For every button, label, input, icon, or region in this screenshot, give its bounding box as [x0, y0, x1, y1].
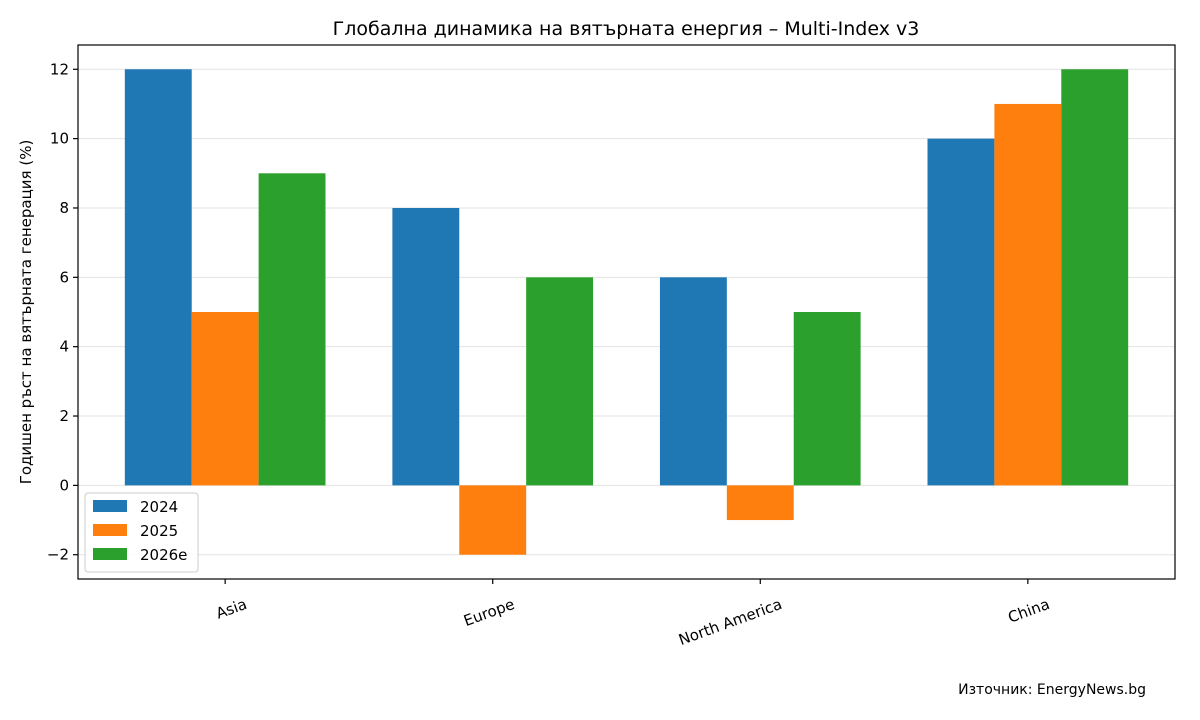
x-tick-label: Asia [214, 595, 250, 623]
y-axis-label: Годишен ръст на вятърната генерация (%) [17, 140, 35, 485]
y-tick-label: 6 [59, 268, 69, 286]
bar-2024-china [927, 138, 995, 486]
y-tick-label: 10 [50, 130, 69, 148]
y-tick-label: 2 [59, 407, 69, 425]
bar-2024-north-america [659, 277, 727, 486]
bar-2026e-asia [258, 173, 326, 486]
bars-layer [124, 69, 1129, 555]
y-tick-label: 4 [59, 338, 69, 356]
bar-2026e-europe [526, 277, 594, 486]
plot-frame [77, 44, 1176, 580]
bar-2024-europe [392, 207, 460, 486]
legend-label-2024: 2024 [140, 498, 178, 516]
bar-2025-asia [191, 312, 259, 486]
x-tick-label: North America [676, 595, 784, 649]
chart-title: Глобална динамика на вятърната енергия –… [333, 18, 920, 40]
y-axis: −2 0 2 4 6 8 10 12 [47, 60, 78, 564]
bar-2026e-north-america [793, 312, 861, 486]
x-tick-label: Europe [461, 595, 517, 630]
legend-swatch-2025 [93, 524, 127, 536]
bar-2025-china [994, 103, 1062, 486]
y-tick-label: 0 [59, 476, 69, 494]
bar-2024-asia [124, 69, 192, 486]
x-axis: Asia Europe North America China [214, 579, 1052, 649]
legend-label-2026e: 2026e [140, 546, 187, 564]
legend-swatch-2024 [93, 500, 127, 512]
legend-swatch-2026e [93, 548, 127, 560]
legend-label-2025: 2025 [140, 522, 178, 540]
y-tick-label: 12 [50, 60, 69, 78]
legend: 2024 2025 2026e [84, 492, 199, 573]
x-tick-label: China [1006, 595, 1052, 627]
bar-2026e-china [1061, 69, 1129, 486]
bar-2025-north-america [726, 485, 794, 521]
y-tick-label: 8 [59, 199, 69, 217]
y-tick-label: −2 [47, 546, 69, 564]
bar-2025-europe [459, 485, 527, 555]
source-note: Източник: EnergyNews.bg [958, 682, 1146, 698]
